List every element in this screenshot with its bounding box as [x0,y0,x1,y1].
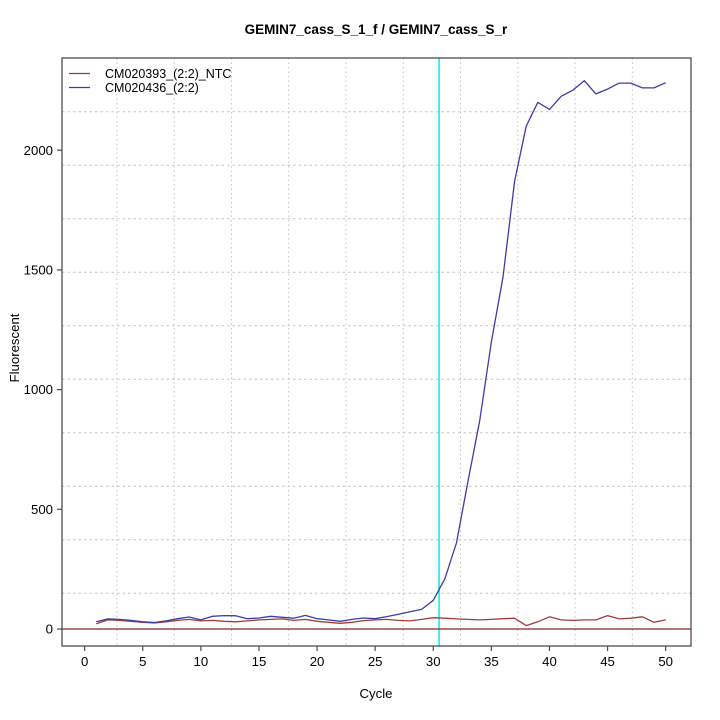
x-tick-label: 25 [368,654,383,669]
x-tick-label: 10 [194,654,209,669]
legend: CM020393_(2:2)_NTC CM020436_(2:2) [69,67,231,95]
x-tick-label: 40 [542,654,557,669]
y-tick-label: 1000 [24,382,53,397]
x-tick-label: 45 [600,654,615,669]
series-line-CM020393_(2:2)_NTC [96,614,666,627]
legend-label-ntc: CM020393_(2:2)_NTC [105,67,231,81]
y-tick-label: 0 [46,622,53,637]
plot-box [61,57,692,647]
grid-layer [62,58,691,646]
x-axis-label: Cycle [360,686,393,701]
x-tick-label: 15 [252,654,267,669]
y-tick-label: 1500 [24,262,53,277]
y-tick-label: 500 [31,502,53,517]
series-line-CM020436_(2:2) [96,80,666,624]
y-tick-label: 2000 [24,143,53,158]
x-tick-label: 35 [484,654,499,669]
y-axis-label: Fluorescent [7,313,22,382]
x-tick-label: 0 [81,654,88,669]
x-tick-label: 20 [310,654,325,669]
legend-label-sample: CM020436_(2:2) [105,81,199,95]
plot-title: GEMIN7_cass_S_1_f / GEMIN7_cass_S_r [245,22,508,37]
series-layer [96,80,666,627]
x-tick-label: 50 [658,654,673,669]
x-tick-label: 5 [139,654,146,669]
x-tick-label: 30 [426,654,441,669]
